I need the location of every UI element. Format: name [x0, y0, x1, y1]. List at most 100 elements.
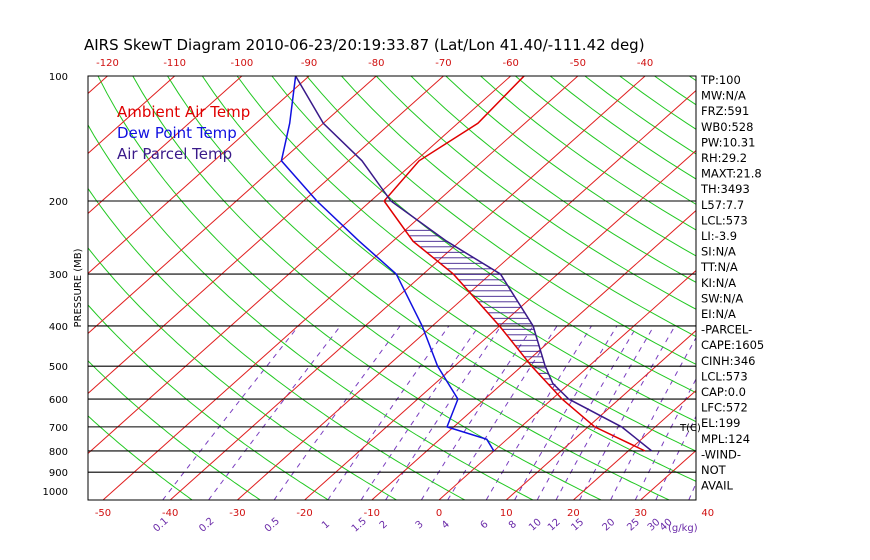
top-temp-tick-label: -100 [231, 58, 254, 69]
legend: Ambient Air Temp Dew Point Temp Air Parc… [117, 103, 250, 163]
index-item: NOT [701, 463, 727, 477]
profile-lines [280, 76, 653, 452]
mixing-ratio-line [208, 325, 341, 500]
index-item: LFC:572 [701, 401, 748, 415]
mixing-ratio-line [634, 378, 696, 500]
isotherm-line [169, 76, 646, 500]
index-item: KI:N/A [701, 276, 736, 290]
index-item: EI:N/A [701, 307, 736, 321]
mixing-ratio-line [514, 325, 618, 500]
bottom-temp-tick-label: 0 [436, 508, 442, 519]
top-temp-tick-label: -80 [368, 58, 384, 69]
dry-adiabat-line [88, 304, 329, 500]
index-item: -WIND- [701, 447, 741, 461]
isotherm-line [88, 76, 444, 395]
bottom-temp-tick-label: -30 [229, 508, 245, 519]
isotherm-line [88, 76, 310, 275]
legend-dew-point: Dew Point Temp [117, 124, 237, 142]
pressure-tick-label: 200 [49, 197, 68, 208]
index-item: LI:-3.9 [701, 229, 737, 243]
index-item: LCL:573 [701, 213, 748, 227]
dry-adiabat-line [132, 76, 670, 500]
plot-area [88, 76, 696, 500]
index-item: -PARCEL- [701, 323, 752, 337]
mixing-ratio-line [579, 325, 676, 500]
dry-adiabat-line [375, 76, 696, 310]
top-temp-tick-label: -120 [96, 58, 119, 69]
dry-adiabat-line [88, 124, 534, 500]
bottom-temp-tick-label: 10 [500, 508, 513, 519]
index-item: CAP:0.0 [701, 385, 746, 399]
top-temp-tick-label: -40 [637, 58, 653, 69]
mixing-ratio-line [655, 415, 696, 500]
mixing-ratio-line [447, 325, 558, 500]
isotherm-line [88, 76, 512, 455]
legend-ambient-temp: Ambient Air Temp [117, 103, 250, 121]
index-item: PW:10.31 [701, 135, 755, 149]
pressure-tick-label: 700 [49, 423, 68, 434]
index-item: CAPE:1605 [701, 338, 764, 352]
isotherm-line [88, 76, 377, 335]
top-temperature-axis: -120 -110 -100 -90 -80 -70 -60 -50 -40 [96, 58, 653, 69]
cape-shading [405, 229, 560, 391]
mixing-ratio-unit-label: (g/kg) [668, 523, 698, 534]
pressure-tick-label: 100 [49, 72, 68, 83]
dry-adiabat-line [88, 360, 261, 500]
bottom-temp-tick-label: -40 [162, 508, 178, 519]
dry-adiabat-line [341, 76, 696, 338]
isotherm-line [438, 269, 696, 500]
bottom-temperature-axis: -50 -40 -30 -20 -10 0 10 20 30 40 T(C) [95, 423, 714, 519]
pressure-tick-label: 800 [49, 447, 68, 458]
index-item: SI:N/A [701, 245, 736, 259]
plot-frame [87, 75, 697, 501]
mixing-ratio-line [385, 325, 502, 500]
index-item: MW:N/A [701, 89, 746, 103]
index-item: TH:3493 [700, 182, 750, 196]
mixing-ratio-line [555, 325, 655, 500]
bottom-temp-tick-label: -20 [296, 508, 312, 519]
dry-adiabat-line [97, 76, 602, 500]
index-item: L57:7.7 [701, 198, 744, 212]
index-item: EL:199 [701, 416, 741, 430]
isotherm-line [371, 209, 696, 500]
isotherm-line [304, 149, 696, 500]
mixing-ratio-line [610, 336, 696, 500]
top-temp-tick-label: -90 [301, 58, 317, 69]
dry-adiabat-lines [88, 76, 696, 500]
ambient-temp-line [383, 76, 646, 452]
bottom-temp-tick-label: -50 [95, 508, 111, 519]
index-item: FRZ:591 [701, 104, 749, 118]
pressure-tick-label: 300 [49, 270, 68, 281]
pressure-tick-label: 900 [49, 468, 68, 479]
mixing-ratio-line [536, 325, 638, 500]
dry-adiabat-line [445, 76, 696, 257]
mixing-ratio-line [273, 325, 401, 500]
index-item: TP:100 [700, 73, 741, 87]
isotherm-line [88, 76, 243, 215]
pressure-tick-label: 600 [49, 395, 68, 406]
isotherm-line [88, 76, 176, 155]
pressure-axis-label: PRESSURE (MB) [73, 248, 84, 327]
bottom-temp-tick-label: 30 [634, 508, 647, 519]
top-temp-tick-label: -60 [503, 58, 519, 69]
bottom-temp-tick-label: 20 [567, 508, 580, 519]
dry-adiabat-line [410, 76, 696, 283]
mixing-ratio-line [420, 325, 534, 500]
pressure-axis: 100 200 300 400 500 600 700 800 900 1000 [43, 72, 68, 498]
dry-adiabat-line [88, 247, 397, 500]
bottom-temp-tick-label: -10 [364, 508, 380, 519]
mixing-ratio-line [327, 325, 450, 500]
chart-title: AIRS SkewT Diagram 2010-06-23/20:19:33.8… [84, 36, 645, 54]
dry-adiabat-line [201, 76, 696, 452]
index-item: WB0:528 [701, 120, 753, 134]
legend-parcel-temp: Air Parcel Temp [117, 145, 232, 163]
index-item: LCL:573 [701, 369, 748, 383]
index-item: MPL:124 [701, 432, 750, 446]
top-temp-tick-label: -50 [570, 58, 586, 69]
isotherm-line [505, 329, 696, 500]
pressure-tick-label: 500 [49, 362, 68, 373]
dry-adiabat-line [88, 415, 193, 500]
index-item: MAXT:21.8 [701, 167, 762, 181]
